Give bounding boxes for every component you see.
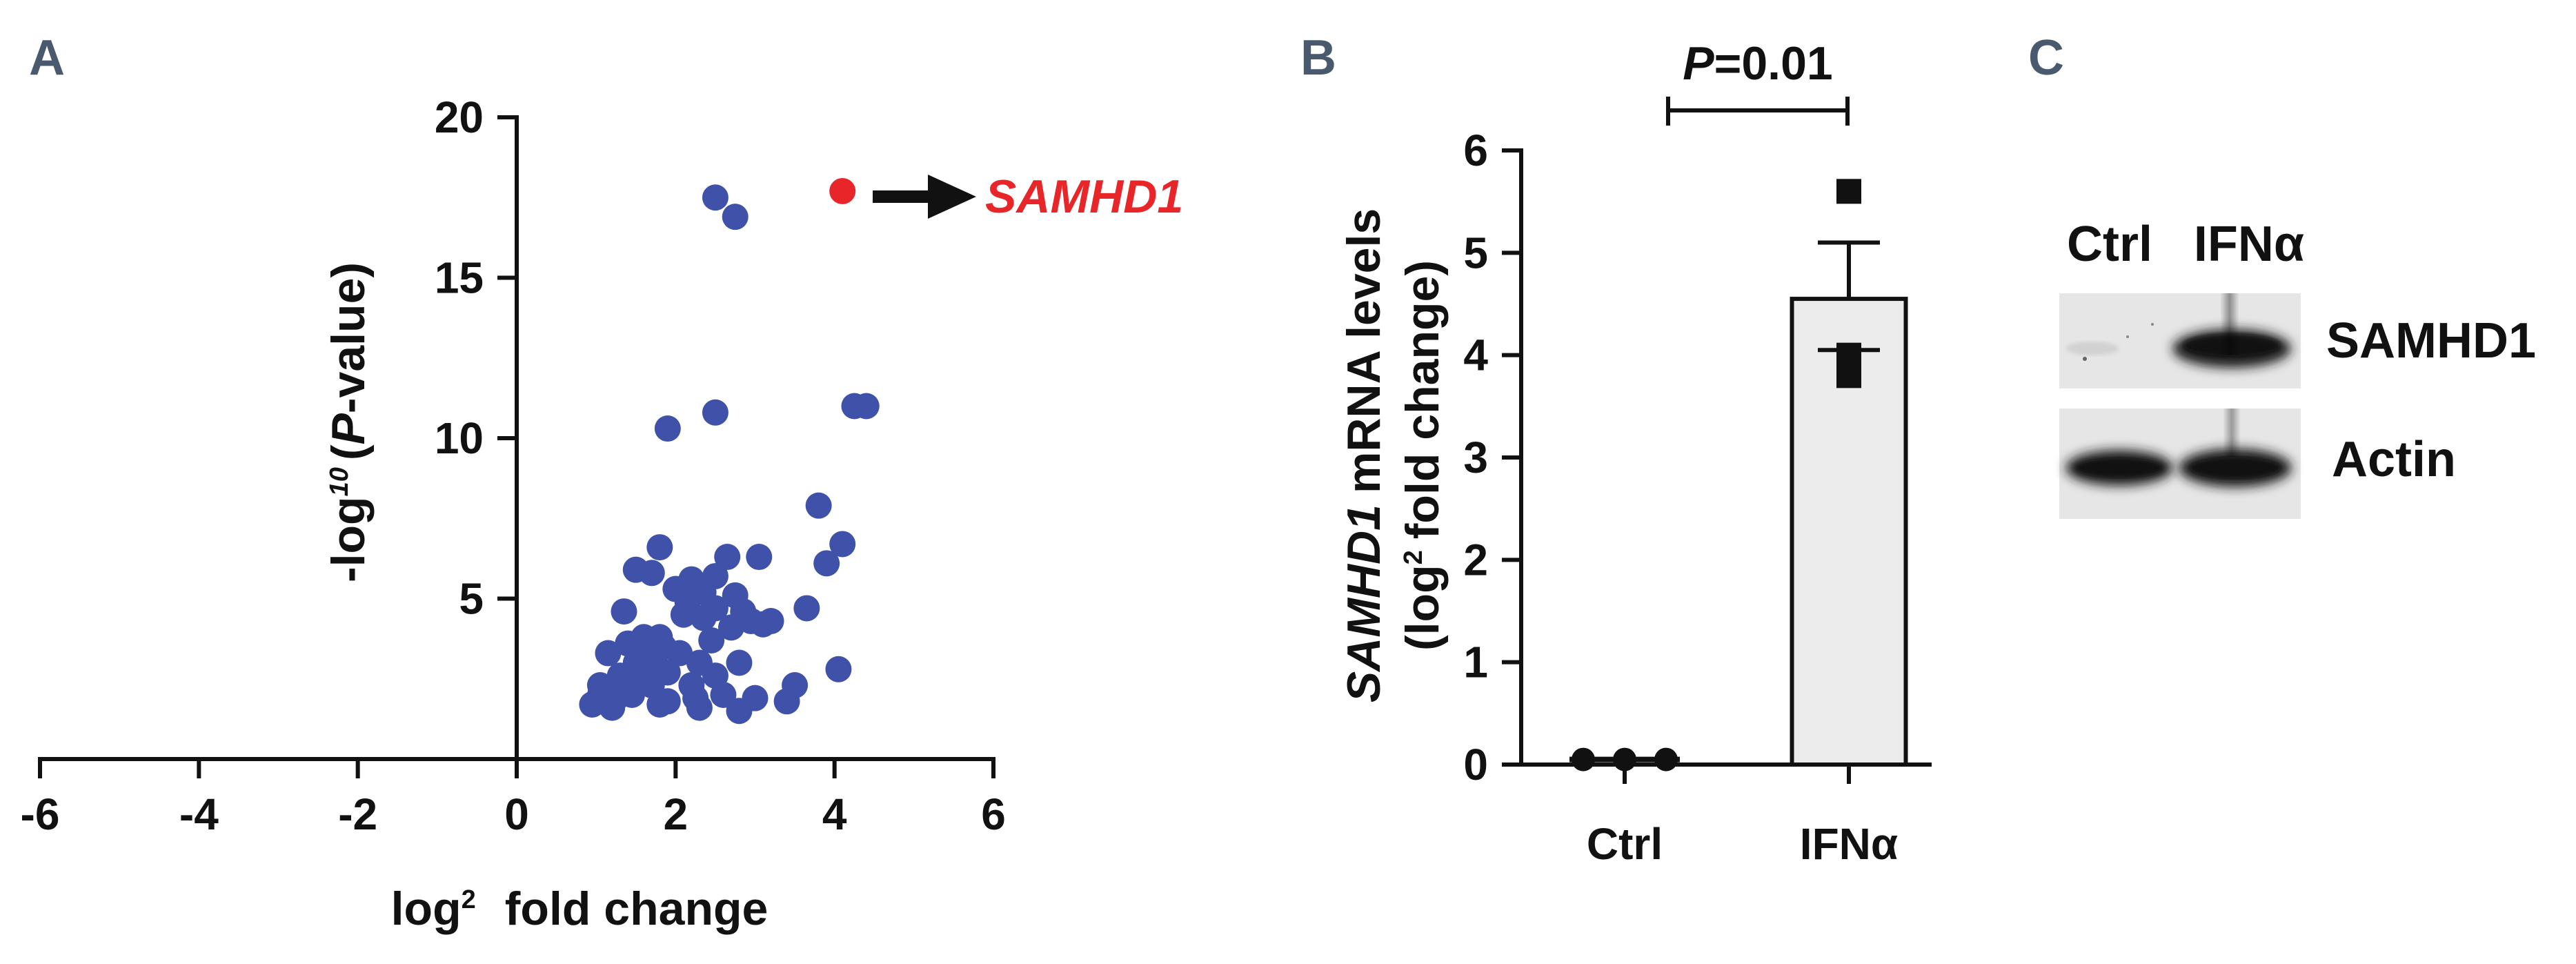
a-y-tick-label: 15 xyxy=(435,253,484,303)
a-data-point xyxy=(746,544,773,571)
b-category-label-ifna: IFNα xyxy=(1800,819,1898,869)
a-data-point xyxy=(698,627,725,653)
panel-b-bar-chart: 0 1 2 3 4 5 6 P=0.01 SAMHD1mRNA levels (log2fo… xyxy=(1338,37,1932,869)
a-x-tick-label: 2 xyxy=(664,789,688,839)
a-data-point xyxy=(717,614,744,641)
b-y-axis-label-line1: SAMHD1mRNA levels xyxy=(1338,208,1390,702)
a-x-tick-label: 0 xyxy=(504,789,529,839)
a-data-point xyxy=(702,399,729,426)
a-data-point xyxy=(686,694,713,721)
a-x-tick-label: 4 xyxy=(822,789,847,839)
b-y-tick-label: 3 xyxy=(1463,433,1488,482)
a-x-tick-label: -4 xyxy=(179,789,219,839)
a-x-tick-label: -6 xyxy=(21,789,60,839)
b-y-tick-label: 5 xyxy=(1463,228,1488,277)
panel-letter-c: C xyxy=(2028,30,2064,86)
a-data-point xyxy=(702,184,729,211)
b-y-tick-label: 2 xyxy=(1463,535,1488,584)
a-data-point xyxy=(726,698,753,725)
a-highlight-point-samhd1 xyxy=(829,177,856,204)
a-data-point xyxy=(595,640,622,667)
a-data-point xyxy=(722,204,749,230)
a-data-point xyxy=(618,682,645,708)
c-blot-samhd1 xyxy=(2059,293,2301,388)
a-highlight-label: SAMHD1 xyxy=(985,170,1183,223)
a-data-point xyxy=(757,608,784,635)
a-data-point xyxy=(726,649,753,676)
panel-letter-b: B xyxy=(1300,30,1336,86)
b-y-tick-label: 4 xyxy=(1463,331,1488,380)
b-ticks: 0 1 2 3 4 5 6 xyxy=(1463,126,1851,789)
a-data-point xyxy=(646,691,673,718)
a-y-tick-label: 20 xyxy=(435,92,484,142)
b-y-tick-label: 1 xyxy=(1463,638,1488,687)
a-data-point xyxy=(646,534,673,561)
a-data-point xyxy=(714,544,741,571)
a-data-point xyxy=(666,640,693,667)
a-y-tick-label: 10 xyxy=(435,413,484,463)
a-data-point xyxy=(638,560,665,587)
a-x-axis-label: log2 fold change xyxy=(391,883,769,935)
a-data-point xyxy=(654,415,681,442)
c-lane-label-ifna: IFNα xyxy=(2194,217,2304,272)
a-data-point xyxy=(579,691,606,718)
a-data-point xyxy=(825,656,852,682)
c-row-label-actin: Actin xyxy=(2332,432,2456,487)
panel-c-western-blot: Ctrl IFNα SAMHD1 Actin xyxy=(2059,217,2536,519)
a-data-point xyxy=(805,492,832,519)
b-point-ifna xyxy=(1836,179,1861,204)
a-data-point xyxy=(710,682,737,708)
a-data-point xyxy=(773,688,800,715)
a-y-axis-label: -log10(P-value) xyxy=(322,262,375,582)
a-y-tick-label: 5 xyxy=(459,574,484,624)
c-lane-label-ctrl: Ctrl xyxy=(2067,217,2152,272)
b-y-axis-label-line2: (log2fold change) xyxy=(1396,260,1449,651)
a-data-point xyxy=(829,531,856,558)
a-x-tick-label: 6 xyxy=(981,789,1006,839)
b-y-tick-label: 6 xyxy=(1463,126,1488,175)
a-data-point xyxy=(690,604,717,631)
c-row-label-samhd1: SAMHD1 xyxy=(2326,313,2536,368)
panel-letter-a: A xyxy=(29,30,65,86)
a-x-tick-label: -2 xyxy=(338,789,377,839)
a-data-point xyxy=(813,550,840,577)
panel-a-volcano-plot: -6 -4 -2 0 2 4 6 5 10 15 20 SAMHD1 log2 fold change… xyxy=(21,92,1184,935)
c-blot-actin xyxy=(2059,409,2301,519)
a-points xyxy=(579,184,880,725)
b-y-tick-label: 0 xyxy=(1463,740,1488,789)
b-p-value-label: P=0.01 xyxy=(1683,37,1832,90)
a-data-point xyxy=(853,393,880,420)
b-category-label-ctrl: Ctrl xyxy=(1587,819,1663,869)
b-significance-bracket xyxy=(1666,97,1850,126)
b-point-ifna xyxy=(1836,363,1861,388)
a-data-point xyxy=(670,601,697,628)
a-data-point xyxy=(599,694,626,721)
a-ticks: -6 -4 -2 0 2 4 6 5 10 15 20 xyxy=(21,92,1006,839)
a-data-point xyxy=(611,598,637,625)
a-arrow xyxy=(873,175,976,219)
a-data-point xyxy=(793,595,820,622)
